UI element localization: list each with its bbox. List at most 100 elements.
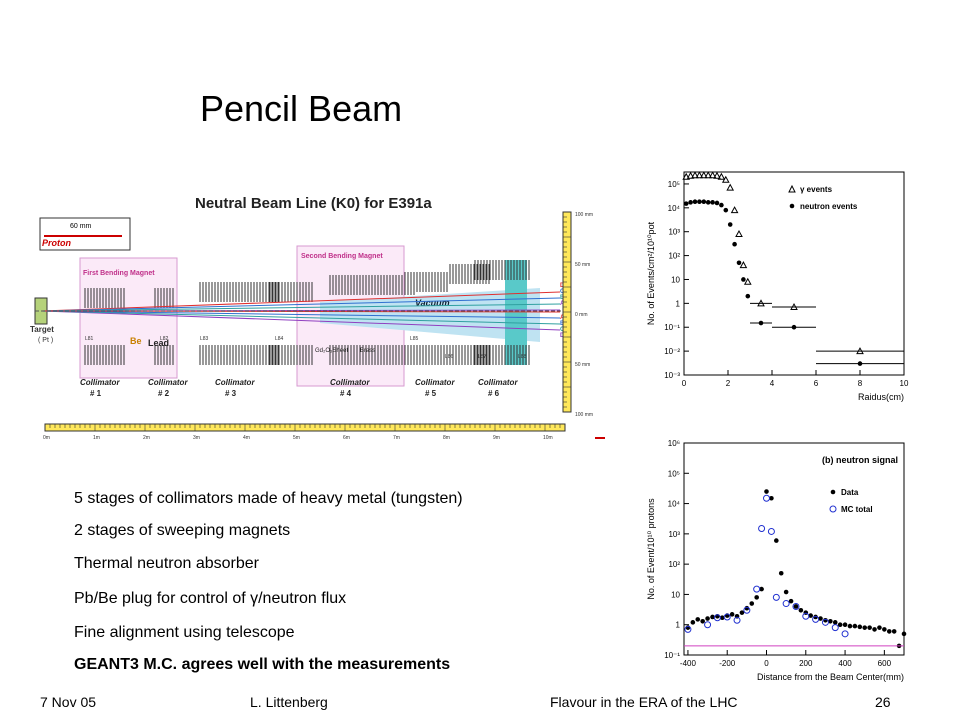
data-point [710,200,715,205]
y-tick-label: 10⁴ [668,500,681,509]
x-tick-label: 10 [900,379,909,388]
data-point [759,586,764,592]
vertical-scale-label: 100 mm [575,412,593,418]
y-tick-label: 10⁻¹ [664,651,680,660]
beam-line [41,291,561,312]
data-point [727,222,733,227]
x-tick-label: 200 [799,659,813,668]
x-tick-label: 8 [858,379,863,388]
mc-point [821,618,829,626]
legend-label: Data [841,488,859,497]
bullet-absorber: Thermal neutron absorber [74,555,259,572]
gamma-point [713,171,721,179]
gamma-point [721,175,730,183]
data-point [739,610,745,615]
bullet-geant: GEANT3 M.C. agrees well with the measure… [74,656,451,673]
data-point [692,199,698,205]
data-point [882,627,887,632]
x-tick-label: -200 [719,659,736,668]
gamma-point [739,261,748,269]
data-point [749,601,755,606]
mc-point [713,614,721,622]
data-point [764,489,769,494]
mc-point [704,621,712,629]
second-magnet-label: Second Bending Magnet [301,253,383,260]
y-tick-label: 10⁶ [668,439,680,448]
y-tick-label: 10⁵ [668,180,680,189]
horizontal-scale-label: 4m [243,435,250,441]
beam-line [41,310,561,325]
horizontal-scale-label: 9m [493,435,500,441]
proton-label: Proton [42,238,71,248]
mc-point [812,615,820,623]
mc-point [684,625,692,633]
mc-point [772,593,780,601]
gamma-point [726,183,735,191]
data-point [732,241,737,247]
collimator-block [404,272,448,365]
beam-line [41,310,561,331]
horizontal-scale-label: 1m [93,435,100,441]
bullet-plug: Pb/Be plug for control of γ/neutron flux [74,590,347,607]
mc-point [841,630,849,638]
data-point [774,538,779,543]
horizontal-scale-label: 0m [43,435,50,441]
y-axis-label: No. of Events/cm²/10¹⁰pot [646,221,656,325]
collimator-block [84,288,125,365]
y-tick-label: 10⁻² [664,347,680,356]
be-label: Be [130,336,142,346]
data-point [705,200,711,205]
data-point [683,201,689,206]
section-label: L86 [445,354,454,360]
bullet-collimators: 5 stages of collimators made of heavy me… [74,490,463,507]
collimator-number: # 3 [225,389,237,398]
data-point [754,595,759,600]
y-tick-label: 1 [676,299,681,308]
gamma-point [695,171,704,179]
mc-point [758,525,766,533]
data-point [842,622,848,628]
data-point [695,617,701,622]
gamma-point [699,171,708,179]
collimator-block [154,288,174,365]
data-point [891,629,897,634]
data-point [901,631,907,637]
data-point [793,604,799,609]
horizontal-scale-label: 7m [393,435,400,441]
footer-event: Flavour in the ERA of the LHC [550,694,738,710]
mc-point [767,527,775,535]
gamma-point [704,171,713,179]
radius-chart: 10⁻³ 10⁻² 10⁻¹ 1 10 10² 10³ 10⁴ 10⁵ 0 2 4 6 8 10 Raidus… [646,171,909,402]
beam-line [41,303,561,312]
scale-label: 60 mm [70,223,92,230]
legend-label: γ events [800,185,833,194]
beamline-diagram: Neutral Beam Line (K0) for E391a Proton 60… [30,195,605,441]
data-point [798,607,804,613]
data-point [832,620,838,625]
horizontal-scale-label: 10m [543,435,553,441]
y-tick-label: 10 [671,590,680,599]
x-tick-label: 2 [726,379,731,388]
plot-frame [683,442,905,656]
legend-label: MC total [841,505,873,514]
mc-point [802,612,810,620]
gamma-point [686,171,695,179]
y-tick-label: 1 [676,621,681,630]
data-point [813,614,818,620]
footer-date: 7 Nov 05 [40,694,97,710]
y-tick-label: 10 [671,275,680,284]
target-sub-label: ( Pt ) [38,337,53,344]
gd-label: Gd₂O₃Sheet [315,348,348,354]
section-label: L81 [85,336,94,342]
legend-marker [789,203,795,209]
diagram-title: Neutral Beam Line (K0) for E391a [195,195,432,212]
collimator-block [199,282,279,365]
data-point [769,495,774,501]
horizontal-scale-label: 5m [293,435,300,441]
data-point [720,615,725,621]
data-point [872,627,877,632]
data-point [690,620,696,625]
section-label: L85 [410,336,419,342]
footer-author: L. Littenberg [250,694,328,710]
data-point [857,624,863,630]
